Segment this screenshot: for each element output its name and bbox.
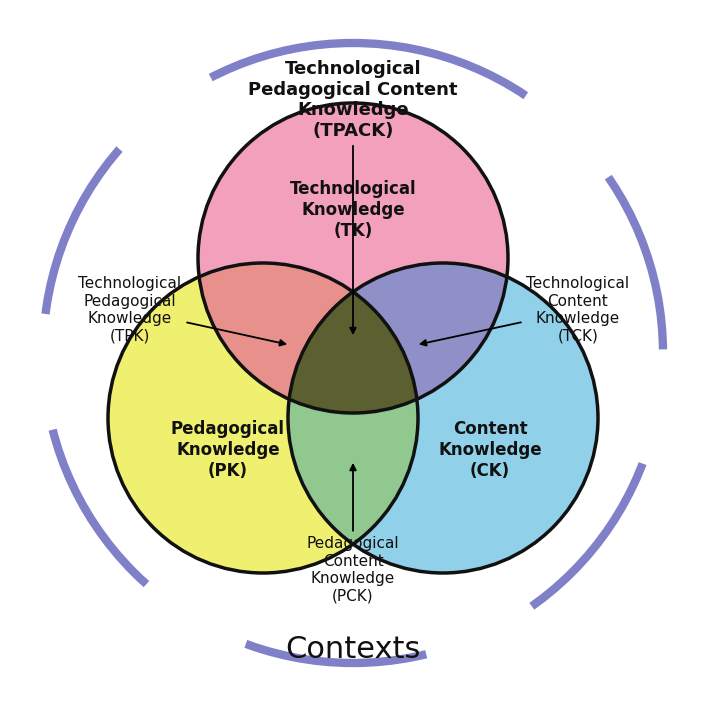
Text: Content
Knowledge
(CK): Content Knowledge (CK)	[438, 420, 542, 480]
Text: Pedagogical
Knowledge
(PK): Pedagogical Knowledge (PK)	[171, 420, 285, 480]
Text: Contexts: Contexts	[285, 635, 421, 664]
Text: Technological
Pedagogical Content
Knowledge
(TPACK): Technological Pedagogical Content Knowle…	[249, 60, 457, 333]
Text: Pedagogical
Content
Knowledge
(PCK): Pedagogical Content Knowledge (PCK)	[306, 465, 400, 604]
Text: Technological
Pedagogical
Knowledge
(TPK): Technological Pedagogical Knowledge (TPK…	[78, 277, 285, 345]
Text: Technological
Knowledge
(TK): Technological Knowledge (TK)	[289, 180, 417, 240]
Text: Technological
Content
Knowledge
(TCK): Technological Content Knowledge (TCK)	[421, 277, 630, 345]
